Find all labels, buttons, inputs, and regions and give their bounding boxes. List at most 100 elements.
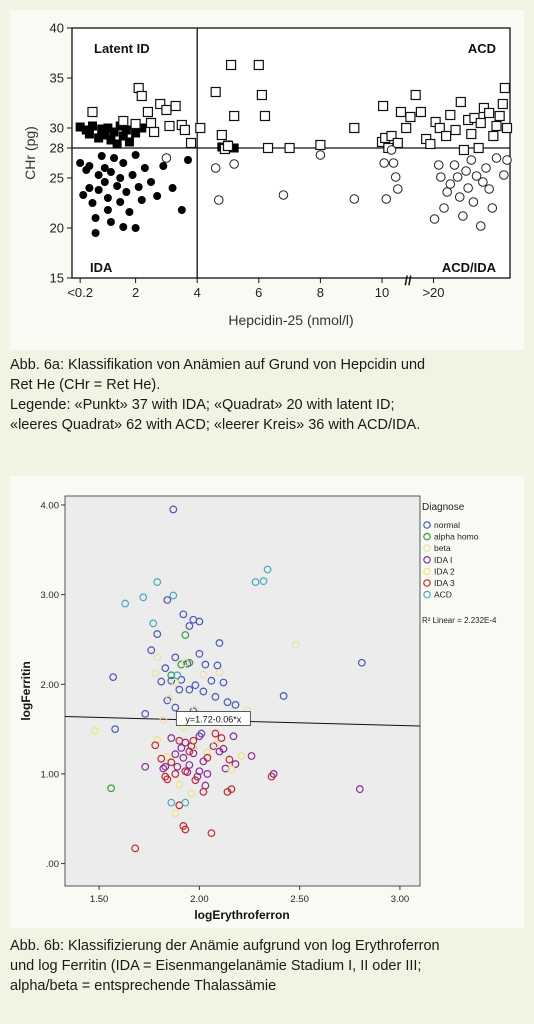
data-point — [157, 677, 166, 686]
data-point — [171, 678, 180, 687]
data-point-filled-square — [94, 133, 104, 143]
legend-label: IDA I — [434, 555, 452, 565]
data-point-filled-circle — [131, 224, 140, 232]
caption-b-line: und log Ferritin (IDA = Eisenmangelanämi… — [10, 958, 422, 974]
data-point-filled-square — [97, 124, 107, 134]
data-point-filled-square — [137, 123, 147, 133]
data-point-open-circle — [475, 221, 486, 231]
data-point-open-square — [118, 115, 129, 127]
data-point — [151, 669, 160, 678]
data-point-filled-circle — [125, 208, 134, 216]
caption-a-line: Abb. 6a: Klassifikation von Anämien auf … — [10, 357, 426, 373]
data-point-filled-circle — [147, 178, 155, 186]
data-point — [171, 750, 180, 759]
erythroferron-ferritin-chart: .00 1.00 2.00 3.00 4.00 1.50 2.00 2.50 3.00 logEr… — [19, 495, 497, 922]
caption-a: Abb. 6a: Klassifikation von Anämien auf … — [10, 355, 524, 435]
data-point — [91, 726, 99, 735]
data-point — [165, 694, 174, 703]
data-point-open-circle — [454, 192, 465, 202]
data-point — [171, 703, 180, 712]
y-tick-label: 20 — [50, 221, 64, 236]
y-axis-title: CHr (pg) — [22, 126, 38, 180]
data-point — [207, 676, 216, 685]
data-point — [181, 631, 190, 639]
data-point-filled-circle — [177, 206, 186, 214]
caption-b: Abb. 6b: Klassifizierung der Anämie aufg… — [10, 936, 524, 996]
y-tick-label: 35 — [50, 71, 64, 86]
data-point — [153, 653, 162, 662]
data-point — [181, 825, 190, 834]
data-point — [161, 664, 170, 673]
y-tick-label: .00 — [46, 859, 59, 870]
data-point-filled-circle — [119, 159, 128, 167]
data-point-filled-circle — [94, 171, 103, 179]
data-point-open-square — [410, 89, 421, 101]
y-tick-label: 15 — [50, 271, 64, 286]
data-point — [199, 787, 208, 796]
y-tick-label: 3.00 — [41, 590, 60, 601]
data-point — [153, 578, 162, 586]
data-point — [211, 729, 220, 738]
y-tick-label: 4.00 — [41, 500, 60, 511]
data-point-open-circle — [458, 211, 468, 221]
data-point-open-circle — [210, 163, 221, 173]
data-point-open-square — [222, 140, 234, 152]
data-point-filled-square — [229, 143, 239, 153]
data-point-filled-square — [84, 129, 94, 139]
data-point-open-square — [164, 120, 175, 132]
data-point — [185, 747, 194, 756]
data-point — [247, 752, 256, 760]
data-point-open-square — [401, 122, 412, 134]
data-point-filled-circle — [131, 151, 140, 159]
data-point-filled-circle — [119, 223, 128, 231]
data-point-filled-circle — [137, 196, 146, 204]
data-point-open-square — [497, 98, 508, 110]
data-point-filled-circle — [113, 182, 122, 190]
data-point-open-square — [225, 59, 237, 71]
legend-marker — [423, 544, 431, 553]
data-point — [173, 671, 182, 680]
data-point — [177, 744, 186, 752]
data-point-open-circle — [491, 153, 502, 163]
caption-b-line: alpha/beta = entsprechende Thalassämie — [10, 978, 277, 994]
data-point — [161, 772, 170, 781]
data-point-filled-circle — [183, 156, 192, 164]
data-point-open-circle — [315, 150, 326, 160]
legend-label: normal — [434, 520, 460, 530]
data-point — [189, 736, 198, 745]
data-point-filled-circle — [128, 171, 137, 179]
data-point-open-circle — [502, 155, 512, 165]
data-point-open-square — [415, 106, 426, 118]
x-tick-label: 10 — [375, 285, 389, 300]
data-point-open-circle — [349, 194, 360, 204]
legend-marker — [423, 532, 431, 541]
data-point — [201, 660, 210, 669]
data-point-open-square — [179, 124, 190, 136]
data-point-filled-circle — [168, 184, 177, 192]
data-point — [175, 736, 184, 745]
data-point-open-square — [434, 122, 445, 134]
data-point — [159, 716, 168, 725]
caption-a-line: Legende: «Punkt» 37 with IDA; «Quadrat» … — [10, 397, 395, 413]
data-point-open-square — [484, 107, 495, 119]
data-point-filled-square — [118, 131, 128, 141]
data-point — [207, 829, 216, 838]
data-point-filled-circle — [106, 168, 115, 176]
data-point-filled-circle — [159, 162, 168, 170]
data-point-open-square — [395, 106, 407, 118]
data-point — [169, 591, 178, 600]
data-point — [179, 753, 188, 762]
data-point — [109, 673, 118, 682]
data-point-filled-square — [106, 135, 116, 145]
r-squared-label: R² Linear = 2.232E-4 — [422, 616, 497, 625]
data-point-filled-square — [109, 127, 119, 137]
data-point — [211, 692, 220, 701]
x-tick-label: 2 — [132, 285, 139, 300]
data-point — [131, 844, 140, 853]
data-point-open-circle — [429, 214, 440, 224]
data-point — [185, 658, 194, 667]
data-point — [167, 798, 176, 807]
legend-label: IDA 2 — [434, 566, 455, 576]
data-point — [171, 770, 180, 778]
data-point-open-circle — [278, 190, 289, 200]
